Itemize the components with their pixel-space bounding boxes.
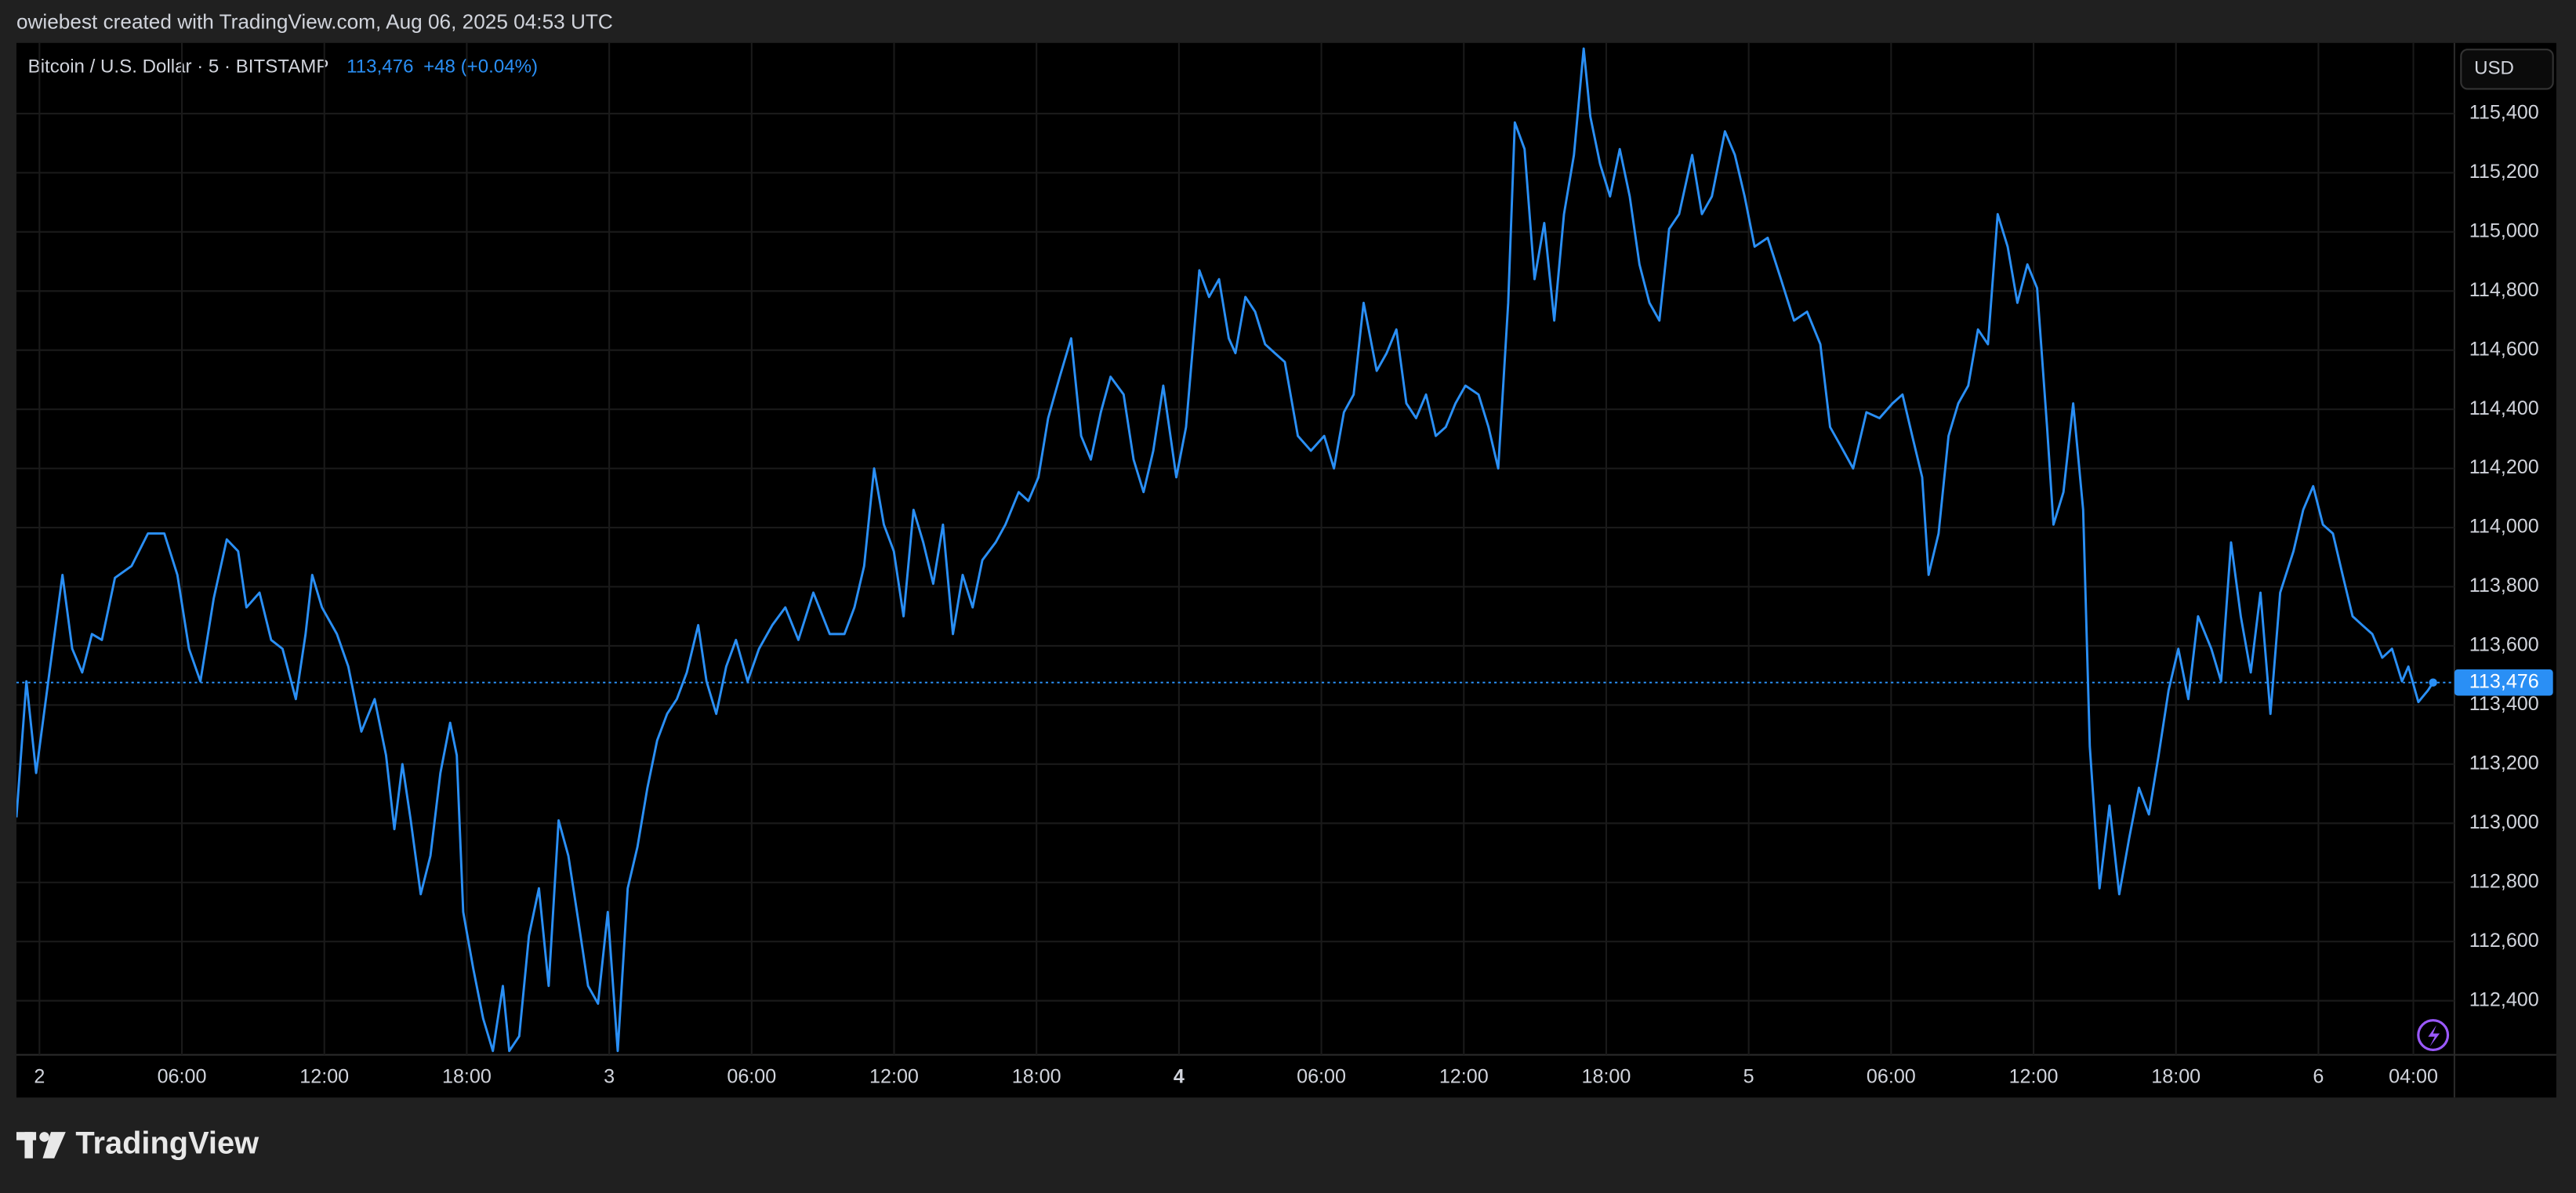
assistant-icon[interactable]: [2417, 1019, 2450, 1051]
header-price: 113,476: [346, 56, 413, 78]
x-tick-label: 12:00: [2009, 1066, 2059, 1088]
x-tick-label: 2: [34, 1066, 45, 1088]
x-tick-label: 18:00: [2151, 1066, 2200, 1088]
currency-box[interactable]: [2460, 49, 2554, 90]
last-price-label: 113,476: [2469, 670, 2539, 692]
y-tick-label: 112,600: [2469, 930, 2539, 952]
x-tick-label: 6: [2313, 1066, 2324, 1088]
y-tick-label: 114,600: [2469, 338, 2539, 360]
y-tick-label: 114,800: [2469, 279, 2539, 301]
x-tick-label: 5: [1743, 1066, 1754, 1088]
y-tick-label: 113,200: [2469, 752, 2539, 774]
symbol-title: Bitcoin / U.S. Dollar · 5 · BITSTAMP: [28, 56, 329, 78]
x-tick-label: 18:00: [442, 1066, 492, 1088]
y-tick-label: 113,000: [2469, 811, 2539, 833]
logo-slash: [42, 1132, 66, 1159]
chart-panel: [16, 42, 2556, 1098]
y-tick-label: 115,200: [2469, 161, 2539, 183]
y-tick-label: 112,800: [2469, 870, 2539, 892]
y-tick-label: 113,600: [2469, 634, 2539, 656]
x-tick-label: 06:00: [1297, 1066, 1346, 1088]
x-tick-label: 12:00: [299, 1066, 349, 1088]
icon-ring[interactable]: [2417, 1019, 2450, 1051]
x-tick-label: 4: [1174, 1066, 1185, 1088]
brand-logo: [16, 1132, 66, 1159]
last-price-badge: [2454, 669, 2553, 696]
x-tick-label: 12:00: [869, 1066, 919, 1088]
x-tick-label: 06:00: [727, 1066, 776, 1088]
icon-bolt[interactable]: [2428, 1024, 2440, 1047]
y-tick-label: 114,400: [2469, 397, 2539, 419]
currency[interactable]: USD: [2474, 58, 2514, 79]
x-tick-label: 18:00: [1582, 1066, 1631, 1088]
x-tick-label: 04:00: [2389, 1066, 2438, 1088]
last-point: [2429, 678, 2437, 687]
x-tick-label: 06:00: [158, 1066, 207, 1088]
x-tick-label: 12:00: [1439, 1066, 1489, 1088]
x-tick-label: 18:00: [1012, 1066, 1061, 1088]
x-tick-label: 06:00: [1867, 1066, 1916, 1088]
y-tick-label: 113,800: [2469, 575, 2539, 596]
x-tick-label: 3: [604, 1066, 615, 1088]
y-tick-label: 112,400: [2469, 988, 2539, 1010]
credit: owiebest created with TradingView.com, A…: [16, 10, 613, 34]
logo-stem: [24, 1132, 33, 1159]
y-tick-label: 115,000: [2469, 219, 2539, 241]
brand: TradingView: [75, 1126, 259, 1160]
logo-dot: [39, 1132, 49, 1142]
y-tick-label: 114,000: [2469, 516, 2539, 538]
header-change: +48 (+0.04%): [423, 56, 538, 78]
y-tick-label: 113,400: [2469, 693, 2539, 715]
y-tick-label: 114,200: [2469, 456, 2539, 478]
y-tick-label: 115,400: [2469, 102, 2539, 124]
price-line: [16, 47, 2434, 1053]
